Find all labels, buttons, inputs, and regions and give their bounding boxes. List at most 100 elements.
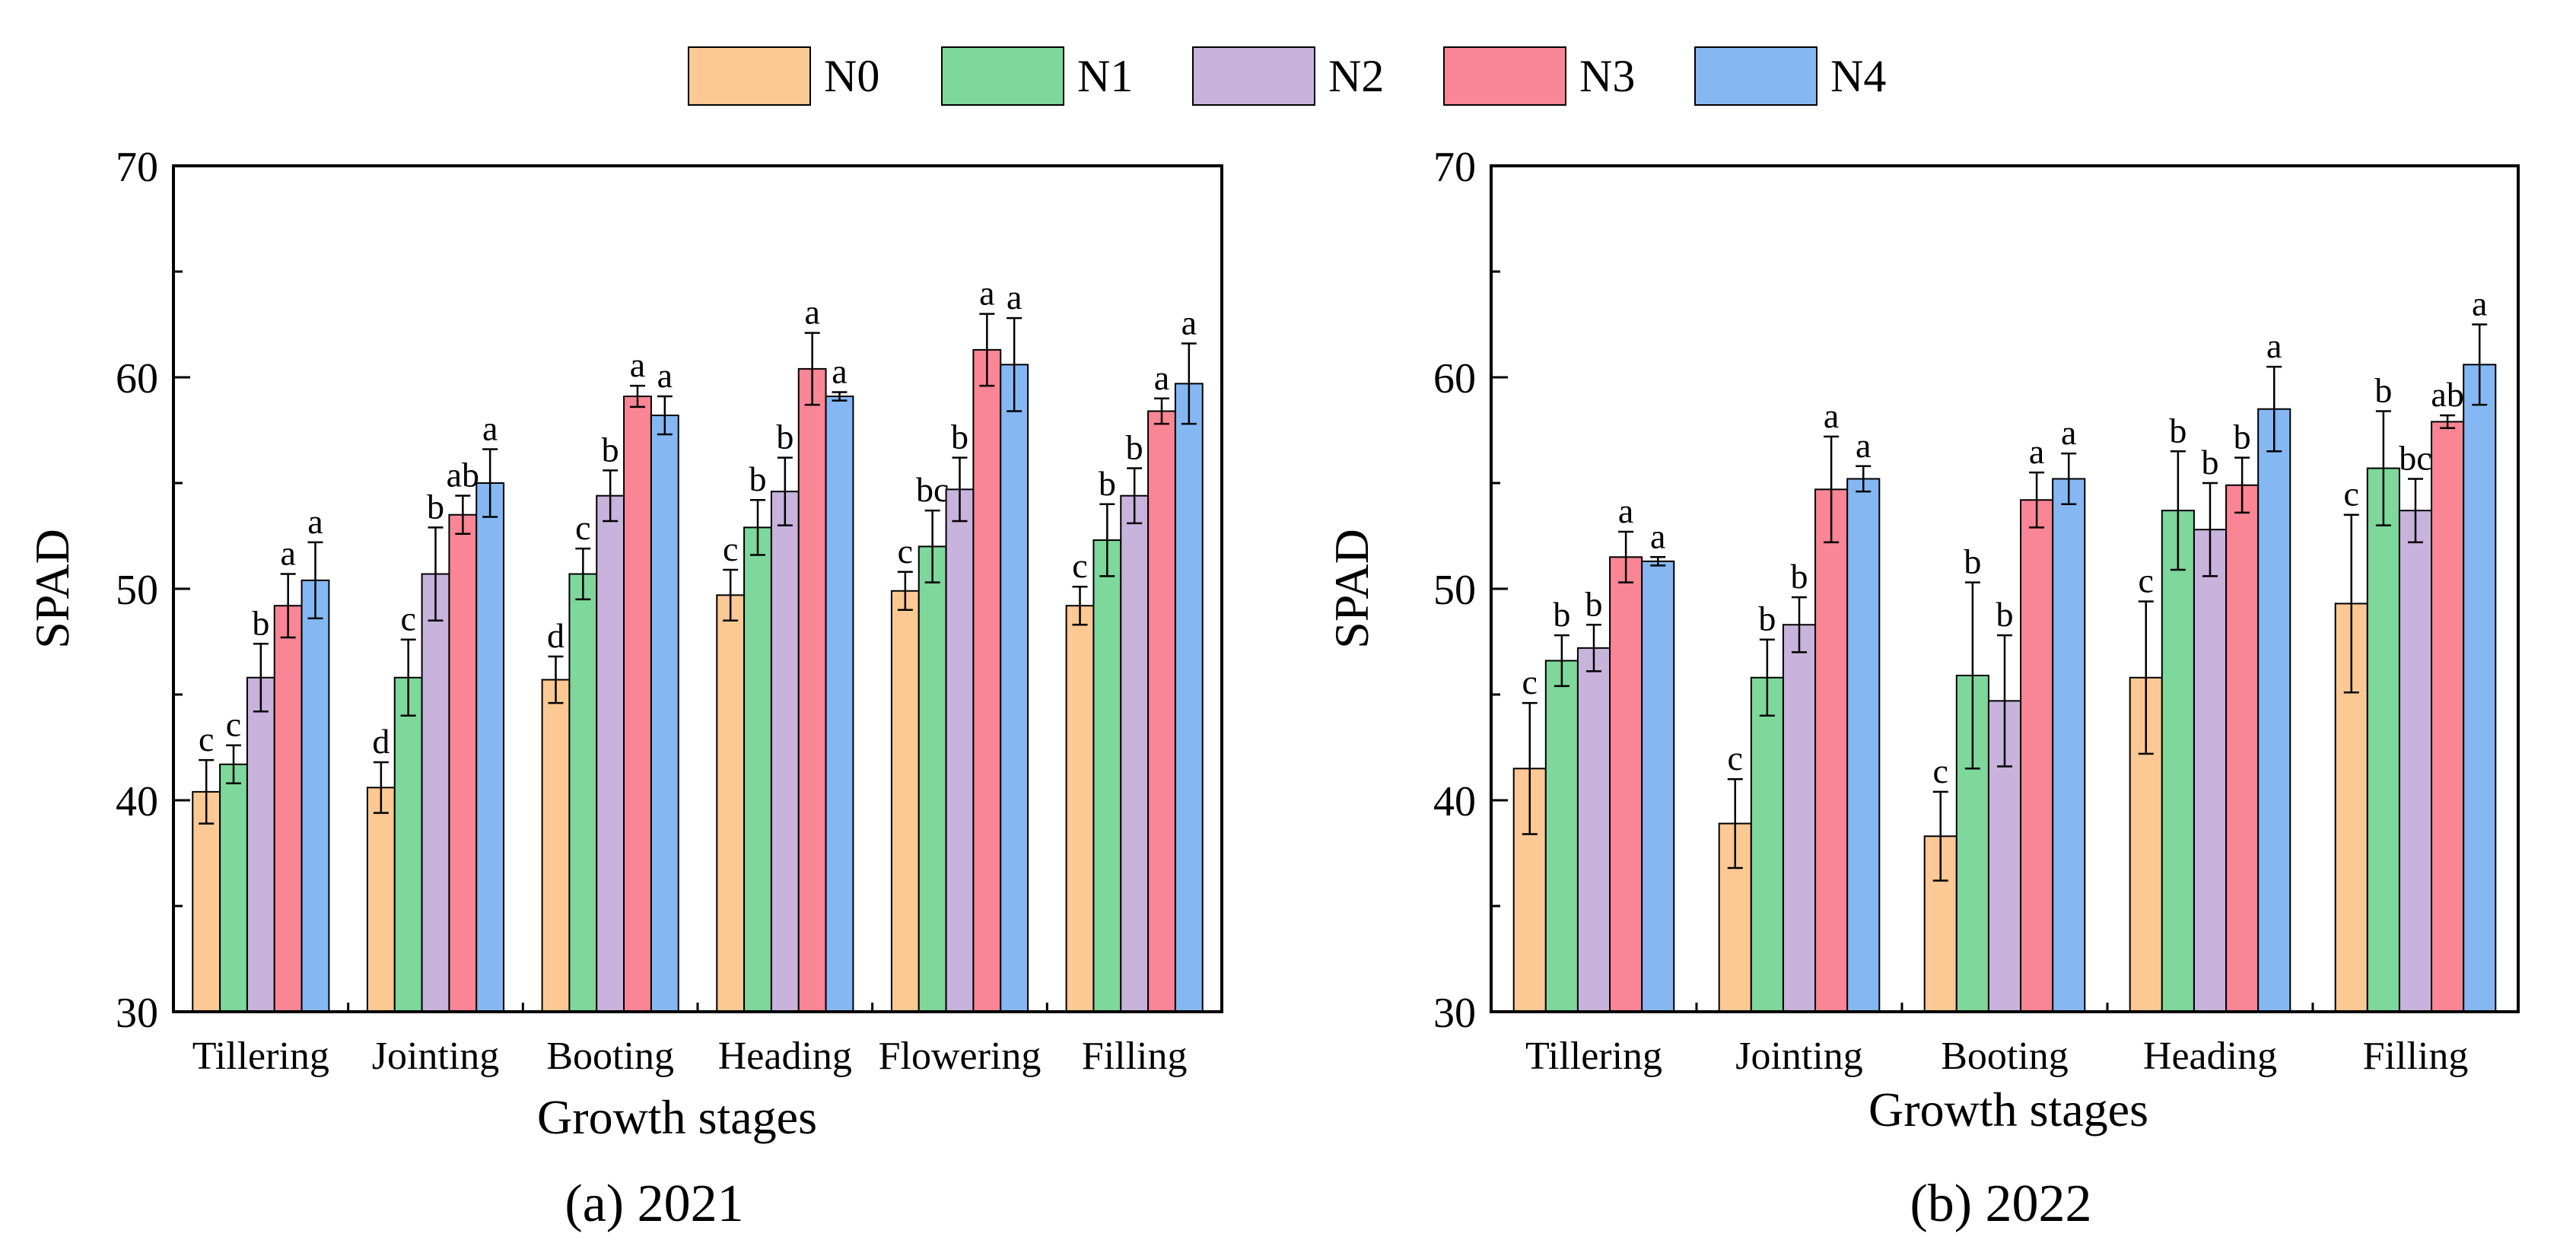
significance-letter: a [482,409,498,448]
significance-letter: b [1964,542,1981,581]
y-tick-label: 50 [1433,567,1476,614]
x-category-label: Jointing [1735,1035,1863,1078]
legend-label-n1: N1 [1077,51,1133,101]
bar-n3-booting [2020,499,2054,1013]
bar-n3-flowering [972,348,1002,1013]
significance-letter: c [2344,475,2359,513]
bar-n3-heading [797,367,827,1013]
bar-n4-filling [1174,383,1204,1013]
bar-n2-jointing [421,573,450,1013]
significance-letter: b [1099,464,1116,503]
significance-letter: c [199,720,214,758]
bar-n3-filling [2431,421,2465,1013]
bar-n2-tillering [246,676,275,1013]
bar-n1-jointing [393,676,423,1013]
significance-letter: c [400,599,415,638]
significance-letter: a [307,502,323,541]
significance-letter: ab [447,456,479,494]
significance-letter: a [630,345,645,384]
y-tick-label: 70 [1433,144,1476,191]
significance-letter: c [723,529,738,568]
y-tick-label: 60 [1433,355,1476,402]
bar-n1-heading [2161,510,2195,1013]
significance-letter: b [1585,584,1603,623]
bar-n4-heading [2257,408,2291,1013]
bar-n1-booting [568,573,598,1013]
x-category-label: Booting [546,1035,674,1078]
x-category-label: Jointing [372,1035,500,1078]
significance-letter: a [832,351,847,390]
significance-letter: b [1758,599,1776,638]
legend-label-n2: N2 [1328,51,1384,101]
bar-n4-tillering [301,579,330,1013]
significance-letter: a [804,293,819,332]
significance-letter: c [575,508,590,547]
panel-caption: (a) 2021 [564,1175,743,1233]
significance-letter: a [1650,517,1665,555]
significance-letter: a [1618,491,1633,530]
significance-letter: b [776,418,793,456]
y-tick-label: 40 [116,778,158,825]
panel-caption: (b) 2022 [1910,1175,2091,1233]
significance-letter: a [2061,413,2076,452]
legend-swatch-n0 [688,46,811,106]
x-category-label: Heading [2143,1035,2277,1078]
significance-letter: d [372,722,390,761]
significance-letter: ab [2431,375,2463,414]
legend: N0 N1 N2 N3 N4 [688,46,1886,106]
significance-letter: b [951,418,968,456]
significance-letter: c [2139,561,2154,600]
bar-n1-tillering [1544,660,1579,1013]
y-tick-label: 70 [116,144,158,191]
bar-n4-filling [2463,364,2497,1013]
significance-letter: b [1126,428,1143,467]
bar-n2-filling [1120,494,1150,1013]
significance-letter: bc [916,470,949,509]
bar-n0-jointing [366,787,396,1013]
plot-frame [172,164,1223,1013]
bar-n2-filling [2398,510,2433,1013]
significance-letter: bc [2399,438,2431,477]
x-category-label: Tillering [192,1035,329,1078]
significance-letter: c [898,532,913,571]
bar-n0-flowering [890,590,920,1013]
x-category-label: Filling [2363,1035,2469,1078]
y-axis-title: SPAD [25,529,79,649]
significance-letter: b [427,487,444,526]
plot-frame [1490,164,2520,1013]
significance-letter: a [1824,396,1839,435]
bar-n3-jointing [448,513,478,1013]
bar-n1-tillering [219,763,248,1013]
significance-letter: c [1072,546,1087,585]
significance-letter: a [2472,285,2487,323]
x-category-label: Filling [1082,1035,1188,1078]
bar-n3-tillering [273,605,303,1013]
y-axis-title: SPAD [1325,529,1379,649]
significance-letter: b [2234,418,2251,456]
bar-n2-booting [596,494,625,1013]
bar-n1-filling [2366,467,2400,1013]
significance-letter: c [226,705,241,744]
significance-letter: b [1996,595,2014,634]
bar-n3-booting [623,396,652,1013]
bar-n3-heading [2225,484,2260,1013]
significance-letter: b [2202,443,2219,482]
legend-label-n4: N4 [1830,51,1886,101]
bar-n0-tillering [192,790,221,1013]
bar-n2-tillering [1576,647,1611,1013]
legend-swatch-n3 [1443,46,1566,106]
significance-letter: a [2266,326,2282,365]
x-axis-title: Growth stages [537,1090,817,1144]
bar-n4-booting [650,415,679,1013]
x-axis-title: Growth stages [1868,1082,2148,1137]
x-category-label: Flowering [879,1035,1042,1078]
significance-letter: b [2169,411,2186,450]
significance-letter: b [2374,370,2392,409]
x-category-label: Heading [718,1035,852,1078]
significance-letter: a [1856,426,1871,465]
legend-swatch-n2 [1192,46,1315,106]
bar-n1-booting [1955,674,1989,1013]
legend-label-n3: N3 [1579,51,1635,101]
